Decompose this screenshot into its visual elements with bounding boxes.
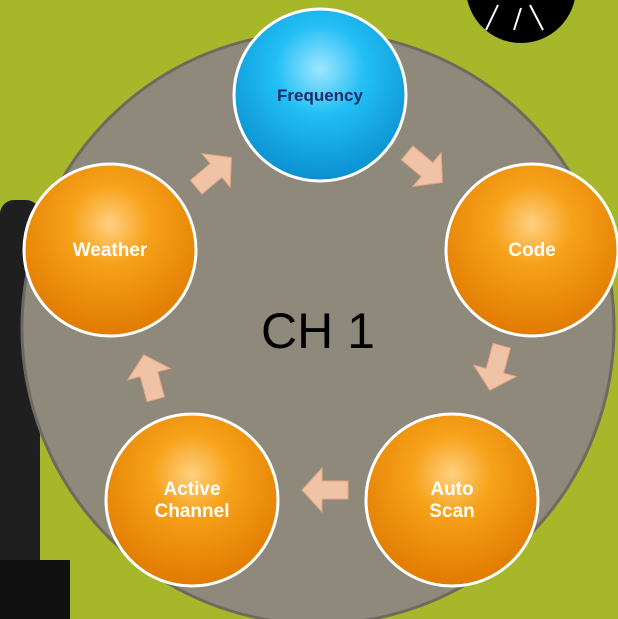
node-circle: [106, 414, 278, 586]
node-circle: [366, 414, 538, 586]
page: CH 1 Frequency Code AutoScan ActiveChannel W…: [0, 0, 618, 619]
node-label: Code: [508, 240, 556, 261]
node-label: Channel: [155, 501, 230, 522]
node-label: Auto: [430, 479, 473, 500]
node-label: Frequency: [277, 86, 364, 105]
diagram: CH 1 Frequency Code AutoScan ActiveChannel W…: [0, 0, 618, 619]
node-label: Weather: [73, 240, 148, 261]
node-label: Scan: [429, 501, 474, 522]
node-label: Active: [163, 479, 220, 500]
center-label: CH 1: [261, 303, 375, 359]
